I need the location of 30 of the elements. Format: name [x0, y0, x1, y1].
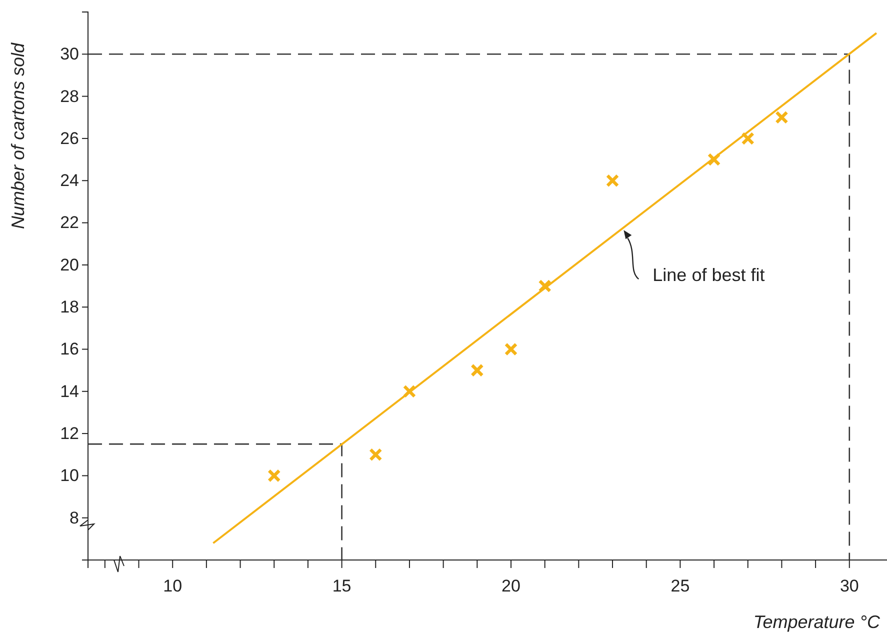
y-tick-label: 14 — [60, 382, 79, 401]
point — [775, 110, 788, 124]
y-tick-label: 26 — [60, 128, 79, 148]
y-tick-label: 18 — [60, 298, 79, 317]
point — [707, 152, 721, 166]
point — [504, 342, 518, 356]
y-tick-label: 10 — [60, 466, 79, 486]
point — [268, 469, 281, 482]
y-tick-label: 28 — [60, 86, 79, 106]
y-tick-label: 20 — [60, 255, 79, 274]
x-tick-label: 30 — [840, 576, 859, 596]
x-tick-label: 20 — [502, 576, 520, 596]
annotation: Line of best fit — [652, 265, 765, 286]
x-tick-label: 25 — [670, 576, 690, 596]
y-axis-title: Number of cartons sold — [8, 42, 28, 230]
point — [741, 132, 754, 146]
y-tick-label: 22 — [60, 213, 79, 232]
x-tick-label: 10 — [163, 576, 182, 596]
y-tick-label: 30 — [60, 44, 79, 64]
y-tick-label: 12 — [60, 424, 79, 443]
y-tick-label: 24 — [60, 171, 79, 190]
point — [538, 279, 552, 293]
point — [402, 384, 416, 398]
y-tick-label: 16 — [60, 340, 79, 359]
x-tick-label: 15 — [332, 576, 352, 596]
point — [606, 174, 620, 188]
point — [470, 364, 484, 377]
x-axis-title: Temperature °C — [753, 612, 881, 632]
y-tick-label: 8 — [70, 508, 79, 528]
point — [369, 448, 382, 462]
